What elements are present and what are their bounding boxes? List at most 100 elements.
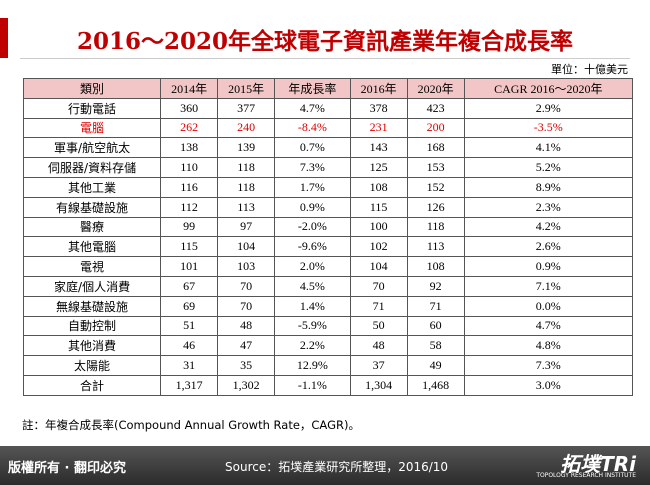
header-cell: 2020年 bbox=[406, 78, 465, 99]
cell: -8.4% bbox=[274, 117, 351, 139]
unit: 單位：十億美元 bbox=[551, 63, 628, 76]
cell: 7.3% bbox=[274, 157, 351, 178]
cell: 67 bbox=[160, 275, 219, 297]
cell: 1,317 bbox=[160, 374, 219, 396]
cell: 0.9% bbox=[463, 256, 634, 277]
header-cell: 2016年 bbox=[349, 78, 408, 99]
cell: 125 bbox=[349, 157, 408, 178]
cell: 4.2% bbox=[463, 216, 634, 238]
source: Source：拓墣產業研究所整理，2016/10 bbox=[225, 460, 449, 474]
cell: 4.1% bbox=[463, 137, 634, 159]
cell: 60 bbox=[406, 315, 465, 337]
cell: 7.3% bbox=[463, 355, 634, 376]
cell: 4.7% bbox=[463, 315, 634, 337]
cell: -2.0% bbox=[274, 216, 351, 238]
cell: 100 bbox=[349, 216, 408, 238]
cell: 103 bbox=[217, 256, 276, 277]
accent-bar bbox=[0, 18, 8, 58]
cell: -1.1% bbox=[274, 374, 351, 396]
cell: 2.9% bbox=[463, 97, 634, 119]
header-cell: 年成長率 bbox=[274, 78, 351, 99]
row: 醫療 99 97 -2.0% 100 118 4.2% bbox=[22, 216, 634, 238]
cell: 醫療 bbox=[22, 216, 162, 238]
cell: 軍事/航空航太 bbox=[22, 137, 162, 159]
logo-sub: TOPOLOGY RESEARCH INSTITUTE bbox=[536, 472, 636, 479]
cell: 其他電腦 bbox=[22, 236, 162, 258]
cell: 電視 bbox=[22, 256, 162, 277]
row: 其他消費 46 47 2.2% 48 58 4.8% bbox=[22, 335, 634, 357]
row: 其他工業 116 118 1.7% 108 152 8.9% bbox=[22, 176, 634, 198]
cell: 71 bbox=[406, 295, 465, 317]
cell: 240 bbox=[217, 117, 276, 139]
cell: 0.9% bbox=[274, 196, 351, 218]
cell: 231 bbox=[349, 117, 408, 139]
cell: 太陽能 bbox=[22, 355, 162, 376]
row: 有線基礎設施 112 113 0.9% 115 126 2.3% bbox=[22, 196, 634, 218]
cell: 0.0% bbox=[463, 295, 634, 317]
cell: 200 bbox=[406, 117, 465, 139]
cell: 112 bbox=[160, 196, 219, 218]
cell: 伺服器/資料存儲 bbox=[22, 157, 162, 178]
row: 其他電腦 115 104 -9.6% 102 113 2.6% bbox=[22, 236, 634, 258]
header-row: 類別 2014年 2015年 年成長率 2016年 2020年 CAGR 2016～2020… bbox=[22, 78, 634, 99]
cell: 70 bbox=[217, 295, 276, 317]
cell: 118 bbox=[217, 176, 276, 198]
cell: 37 bbox=[349, 355, 408, 376]
cell: 377 bbox=[217, 97, 276, 119]
cell: 113 bbox=[217, 196, 276, 218]
note: 註：年複合成長率(Compound Annual Growth Rate，CAG… bbox=[22, 418, 360, 432]
cell: 其他消費 bbox=[22, 335, 162, 357]
cell: 118 bbox=[217, 157, 276, 178]
cell: 101 bbox=[160, 256, 219, 277]
cell: 262 bbox=[160, 117, 219, 139]
cell: 115 bbox=[160, 236, 219, 258]
cell: 5.2% bbox=[463, 157, 634, 178]
cell: -3.5% bbox=[463, 117, 634, 139]
cell: 118 bbox=[406, 216, 465, 238]
cell: 152 bbox=[406, 176, 465, 198]
header-cell: 類別 bbox=[22, 78, 162, 99]
table: 類別 2014年 2015年 年成長率 2016年 2020年 CAGR 2016～2020… bbox=[22, 78, 634, 396]
rule bbox=[20, 58, 630, 59]
cell: -9.6% bbox=[274, 236, 351, 258]
header-cell: 2014年 bbox=[160, 78, 219, 99]
cell: 126 bbox=[406, 196, 465, 218]
cell: 92 bbox=[406, 275, 465, 297]
cell: 2.3% bbox=[463, 196, 634, 218]
cell: 2.0% bbox=[274, 256, 351, 277]
cell: 12.9% bbox=[274, 355, 351, 376]
cell: 46 bbox=[160, 335, 219, 357]
cell: 合計 bbox=[22, 374, 162, 396]
cell: 7.1% bbox=[463, 275, 634, 297]
cell: 97 bbox=[217, 216, 276, 238]
cell: 110 bbox=[160, 157, 219, 178]
cell: 108 bbox=[349, 176, 408, 198]
cell: 143 bbox=[349, 137, 408, 159]
footer: 版權所有 · 翻印必究 Source：拓墣產業研究所整理，2016/10 拓墣T… bbox=[0, 446, 650, 485]
cell: 1.7% bbox=[274, 176, 351, 198]
cell: 4.7% bbox=[274, 97, 351, 119]
cell: 家庭/個人消費 bbox=[22, 275, 162, 297]
cell: 無線基礎設施 bbox=[22, 295, 162, 317]
cell: 378 bbox=[349, 97, 408, 119]
cell: 99 bbox=[160, 216, 219, 238]
cell: 102 bbox=[349, 236, 408, 258]
cell: 1.4% bbox=[274, 295, 351, 317]
cell: 自動控制 bbox=[22, 315, 162, 337]
row: 太陽能 31 35 12.9% 37 49 7.3% bbox=[22, 355, 634, 376]
row: 電視 101 103 2.0% 104 108 0.9% bbox=[22, 256, 634, 277]
cell: 116 bbox=[160, 176, 219, 198]
cell: 1,468 bbox=[406, 374, 465, 396]
cell: 1,304 bbox=[349, 374, 408, 396]
title: 2016～2020年全球電子資訊產業年複合成長率 bbox=[76, 28, 574, 55]
cell: 139 bbox=[217, 137, 276, 159]
cell: 2.2% bbox=[274, 335, 351, 357]
cell: -5.9% bbox=[274, 315, 351, 337]
cell: 行動電話 bbox=[22, 97, 162, 119]
cell: 108 bbox=[406, 256, 465, 277]
cell: 49 bbox=[406, 355, 465, 376]
cell: 4.5% bbox=[274, 275, 351, 297]
header-cell: CAGR 2016～2020年 bbox=[463, 78, 634, 99]
cell: 8.9% bbox=[463, 176, 634, 198]
